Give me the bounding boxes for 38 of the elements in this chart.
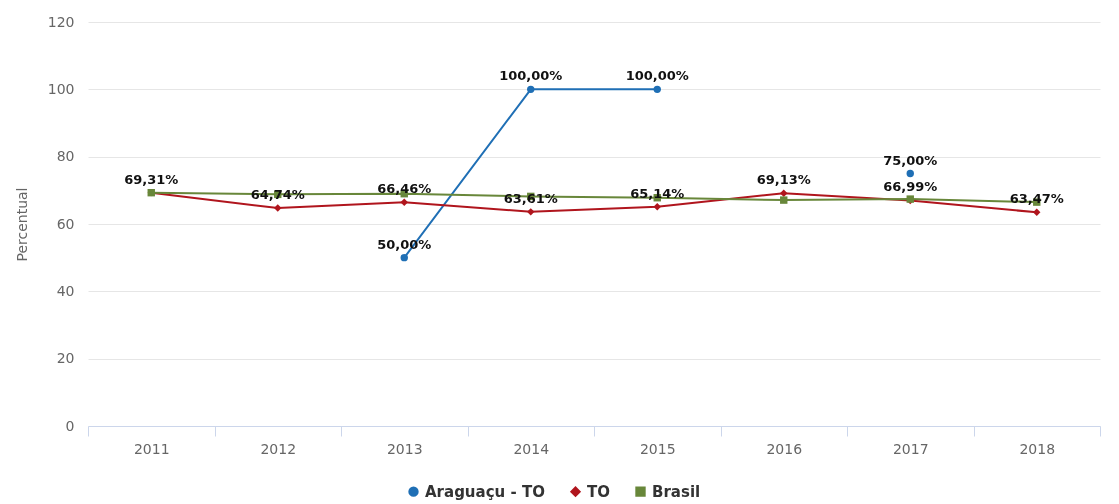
legend-label: Brasil <box>652 482 701 501</box>
data-label: 100,00% <box>499 68 563 84</box>
x-tick-label: 2012 <box>260 440 297 457</box>
y-tick-label: 100 <box>47 80 75 97</box>
point <box>653 85 661 94</box>
data-label: 69,13% <box>756 172 811 188</box>
data-label: 69,31% <box>124 171 179 187</box>
point <box>780 189 788 197</box>
point <box>906 169 914 178</box>
y-tick-label: 80 <box>56 148 75 165</box>
x-tick-label: 2013 <box>386 440 423 457</box>
y-tick-label: 120 <box>47 13 75 30</box>
point <box>1033 208 1041 217</box>
x-tick-label: 2014 <box>513 440 550 457</box>
x-tick-label: 2018 <box>1019 440 1056 457</box>
legend-label: Araguaçu - TO <box>425 482 545 501</box>
y-tick-label: 0 <box>65 417 75 434</box>
y-tick-label: 20 <box>56 350 75 367</box>
point <box>400 198 408 206</box>
data-label: 100,00% <box>625 68 689 84</box>
point <box>527 85 535 94</box>
y-axis-title: Percentual <box>13 187 30 262</box>
point <box>780 196 788 204</box>
data-label: 63,47% <box>1009 191 1064 207</box>
x-tick-label: 2011 <box>133 440 170 457</box>
x-tick-label: 2017 <box>892 440 929 457</box>
data-label: 66,99% <box>883 179 938 195</box>
y-tick-label: 40 <box>56 282 75 299</box>
point <box>527 208 535 216</box>
point <box>653 202 661 211</box>
y-tick-label: 60 <box>56 215 75 232</box>
x-tick-label: 2015 <box>639 440 676 457</box>
data-label: 75,00% <box>883 152 938 168</box>
data-label: 66,46% <box>377 181 432 197</box>
legend-label: TO <box>587 482 610 501</box>
x-tick-label: 2016 <box>766 440 803 457</box>
data-label: 65,14% <box>630 185 685 201</box>
point <box>400 253 408 262</box>
